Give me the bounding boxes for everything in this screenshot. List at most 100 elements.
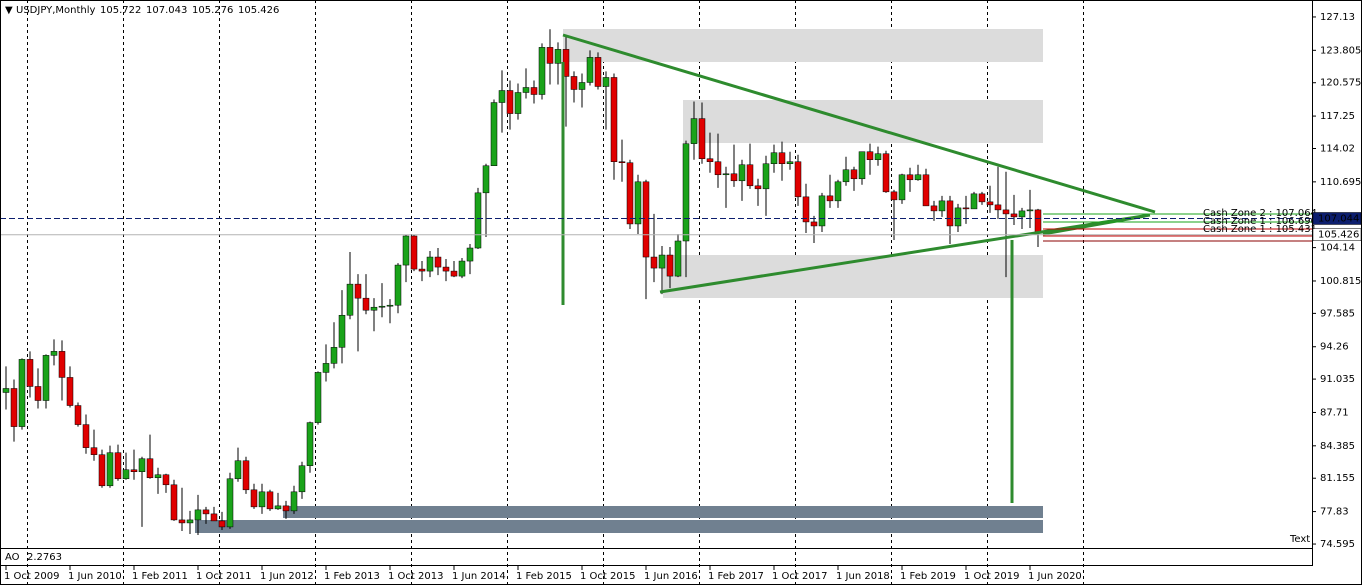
y-tick-label: 87.71 <box>1320 407 1349 418</box>
candle-body <box>834 181 842 202</box>
candle-body <box>514 92 522 114</box>
candle-body <box>642 181 650 258</box>
candle-body <box>706 158 714 162</box>
candle-body <box>250 489 258 508</box>
candle-body <box>898 174 906 201</box>
candle-body <box>258 491 266 508</box>
y-tick-label: 110.695 <box>1320 177 1361 188</box>
candle-body <box>578 82 586 90</box>
candle-body <box>18 359 26 427</box>
candle-body <box>962 207 970 210</box>
candle-body <box>482 165 490 194</box>
price-label: 107.044 <box>1318 213 1359 224</box>
candle-body <box>498 90 506 103</box>
candle-body <box>74 405 82 425</box>
candle-body <box>850 169 858 180</box>
candle-body <box>530 87 538 95</box>
zone <box>563 29 1043 62</box>
candle-body <box>130 469 138 472</box>
candle-body <box>450 270 458 277</box>
candle-body <box>842 169 850 183</box>
candle-body <box>602 77 610 87</box>
menu-arrow[interactable]: ▼ <box>5 5 13 16</box>
candle-body <box>674 240 682 277</box>
text-annotation: Text <box>1289 534 1310 545</box>
x-tick-label: 1 Feb 2019 <box>900 571 956 582</box>
y-tick-label: 127.13 <box>1320 12 1355 23</box>
x-tick-label: 1 Jun 2020 <box>1028 571 1082 582</box>
zone <box>195 520 1043 533</box>
indicator-name: AO <box>5 552 20 563</box>
candle-body <box>978 193 986 203</box>
candle-body <box>546 47 554 64</box>
candle-body <box>122 469 130 480</box>
candle-body <box>906 174 914 181</box>
candle-body <box>434 256 442 268</box>
candle-body <box>730 173 738 182</box>
candle-body <box>42 355 50 401</box>
x-tick-label: 1 Oct 2009 <box>4 571 59 582</box>
y-tick-label: 94.26 <box>1320 342 1349 353</box>
candle-body <box>698 118 706 159</box>
candle-body <box>442 266 450 272</box>
candle-body <box>954 207 962 227</box>
candle-body <box>818 195 826 227</box>
candle-body <box>346 283 354 316</box>
candle-body <box>626 162 634 225</box>
candle-body <box>786 161 794 164</box>
trendline <box>1042 214 1146 236</box>
x-tick-label: 1 Jun 2014 <box>452 571 506 582</box>
candle-body <box>98 454 106 487</box>
y-tick-label: 77.83 <box>1320 507 1349 518</box>
candle-body <box>1026 209 1034 212</box>
candle-body <box>938 200 946 212</box>
candle-body <box>666 254 674 277</box>
candle-body <box>138 458 146 472</box>
cash-zone-label: Cash Zone 1 : 105.431 <box>1203 224 1317 235</box>
candle-body <box>154 474 162 479</box>
candle-body <box>226 478 234 528</box>
price-label-box <box>1312 228 1362 241</box>
candle-body <box>162 474 170 486</box>
candle-body <box>554 49 562 64</box>
candle-body <box>26 359 34 387</box>
candle-body <box>794 161 802 198</box>
zone <box>683 100 1043 143</box>
x-tick-label: 1 Oct 2017 <box>772 571 827 582</box>
y-tick-label: 114.02 <box>1320 143 1355 154</box>
candle-body <box>858 151 866 180</box>
candle-body <box>826 195 834 202</box>
candle-body <box>146 458 154 479</box>
candle-body <box>370 306 378 311</box>
x-tick-label: 1 Oct 2011 <box>196 571 251 582</box>
candle-body <box>738 164 746 182</box>
candle-body <box>474 192 482 249</box>
x-tick-label: 1 Feb 2017 <box>708 571 764 582</box>
candle-body <box>410 235 418 270</box>
candle-body <box>210 513 218 522</box>
candle-body <box>306 422 314 466</box>
x-tick-label: 1 Feb 2013 <box>324 571 380 582</box>
candle-body <box>2 388 10 393</box>
candle-body <box>650 256 658 269</box>
candle-body <box>82 424 90 448</box>
candle-body <box>570 76 578 90</box>
header-ohlc: 105.426 <box>238 5 279 16</box>
candle-body <box>890 191 898 201</box>
candle-body <box>418 268 426 272</box>
candle-body <box>634 181 642 225</box>
candle-body <box>594 57 602 87</box>
candle-body <box>714 161 722 176</box>
candle-body <box>90 447 98 455</box>
x-tick-label: 1 Jun 2018 <box>836 571 890 582</box>
candle-body <box>50 351 58 356</box>
candle-body <box>282 505 290 512</box>
trendlines <box>561 33 1312 503</box>
x-tick-label: 1 Oct 2013 <box>388 571 443 582</box>
candle-body <box>922 174 930 207</box>
zones <box>195 29 1043 533</box>
candle-body <box>914 174 922 181</box>
cash-zone-label: Cash Zone 2 : 107.064 <box>1203 208 1317 219</box>
x-tick-label: 1 Jun 2016 <box>644 571 698 582</box>
